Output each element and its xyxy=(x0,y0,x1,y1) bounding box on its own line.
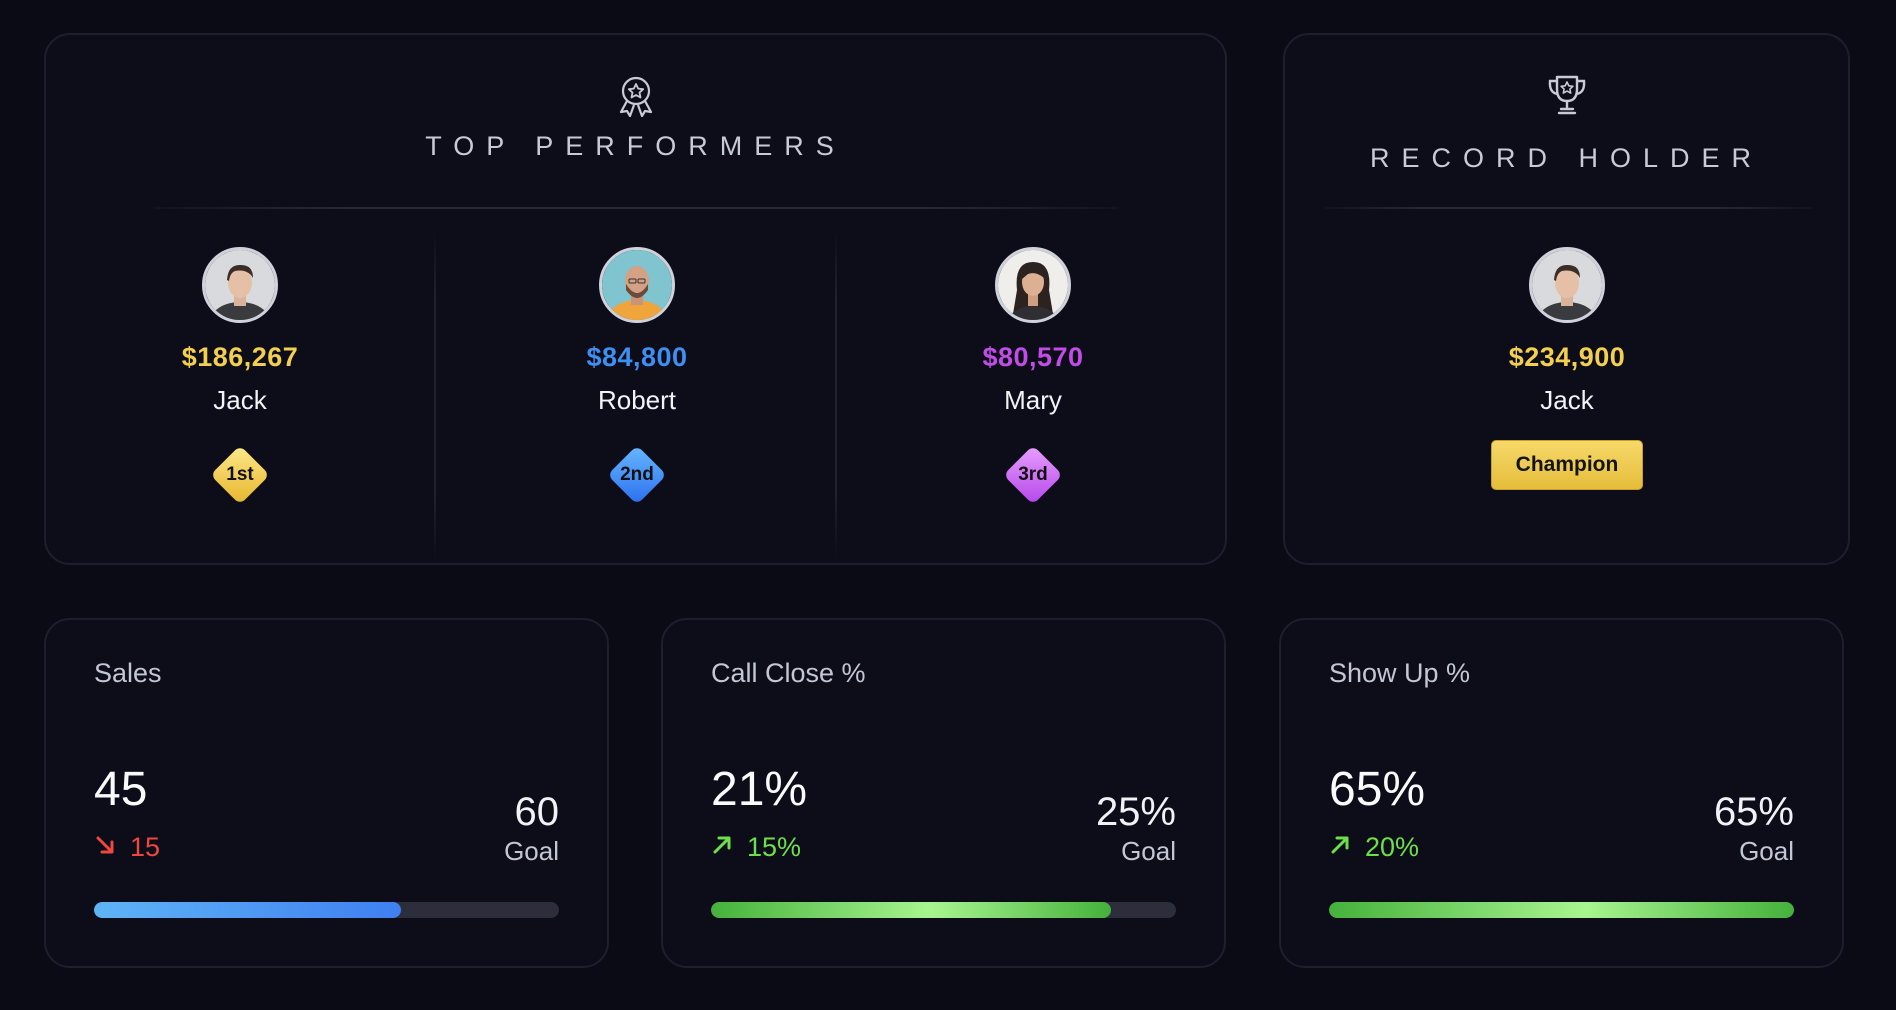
rank-badge: 2nd xyxy=(602,440,672,510)
performer-name: Jack xyxy=(213,385,267,415)
arrow-up-right-icon xyxy=(1329,832,1351,863)
title-divider xyxy=(1325,207,1812,209)
goal-value: 65% xyxy=(1713,790,1794,834)
progress-bar xyxy=(711,902,1176,918)
metric-value: 65% xyxy=(1329,763,1426,816)
record-holder-card: RECORD HOLDER $234,900 Jack Champion xyxy=(1283,33,1850,565)
rank-label: 1st xyxy=(226,464,254,485)
avatar xyxy=(599,247,675,323)
rank-badge: 3rd xyxy=(998,440,1068,510)
metric-delta: 15 xyxy=(94,832,160,863)
rank-badge: 1st xyxy=(205,440,275,510)
progress-fill xyxy=(1329,902,1794,918)
award-ribbon-icon xyxy=(613,73,659,122)
record-holder-name: Jack xyxy=(1540,385,1594,415)
metric-value: 45 xyxy=(94,763,148,816)
show-up-metric-card: Show Up % 65% 20% 65% Goal xyxy=(1279,618,1844,968)
metric-delta: 20% xyxy=(1329,832,1419,863)
performer-name: Robert xyxy=(597,385,677,415)
record-holder-title: RECORD HOLDER xyxy=(1369,143,1764,173)
record-amount: $234,900 xyxy=(1508,342,1626,372)
record-holder-profile[interactable]: $234,900 Jack Champion xyxy=(1437,247,1697,490)
metric-label: Sales xyxy=(94,658,162,688)
goal-value: 60 xyxy=(514,790,560,834)
title-divider xyxy=(154,207,1118,209)
performer-name: Mary xyxy=(1004,385,1062,415)
call-close-metric-card: Call Close % 21% 15% 25% Goal xyxy=(661,618,1226,968)
goal-label: Goal xyxy=(1739,836,1794,866)
metric-label: Show Up % xyxy=(1329,658,1471,688)
avatar xyxy=(995,247,1071,323)
goal-value: 25% xyxy=(1095,790,1176,834)
metric-value: 21% xyxy=(711,763,808,816)
rank-label: 2nd xyxy=(620,464,654,485)
metric-delta-value: 20% xyxy=(1365,832,1420,862)
performer-amount: $186,267 xyxy=(181,342,299,372)
rank-label: 3rd xyxy=(1018,464,1048,485)
performer-card-2[interactable]: $84,800 Robert 2nd xyxy=(507,247,767,510)
progress-bar xyxy=(94,902,559,918)
progress-fill xyxy=(711,902,1111,918)
top-performers-title: TOP PERFORMERS xyxy=(425,131,846,161)
metric-delta-value: 15% xyxy=(747,832,802,862)
column-divider xyxy=(434,230,436,560)
sales-metric-card: Sales 45 15 60 Goal xyxy=(44,618,609,968)
performer-amount: $84,800 xyxy=(586,342,688,372)
metric-label: Call Close % xyxy=(711,658,866,688)
champion-badge: Champion xyxy=(1491,440,1643,490)
arrow-down-right-icon xyxy=(94,832,116,863)
performer-card-3[interactable]: $80,570 Mary 3rd xyxy=(903,247,1163,510)
performer-card-1[interactable]: $186,267 Jack 1st xyxy=(110,247,370,510)
avatar xyxy=(202,247,278,323)
arrow-up-right-icon xyxy=(711,832,733,863)
goal-label: Goal xyxy=(504,836,559,866)
avatar xyxy=(1529,247,1605,323)
column-divider xyxy=(835,230,837,560)
trophy-icon xyxy=(1543,71,1591,124)
progress-bar xyxy=(1329,902,1794,918)
progress-fill xyxy=(94,902,401,918)
metric-delta-value: 15 xyxy=(130,832,161,862)
top-performers-card: TOP PERFORMERS $186,267 Jack 1st xyxy=(44,33,1227,565)
goal-label: Goal xyxy=(1121,836,1176,866)
performer-amount: $80,570 xyxy=(982,342,1084,372)
metric-delta: 15% xyxy=(711,832,801,863)
